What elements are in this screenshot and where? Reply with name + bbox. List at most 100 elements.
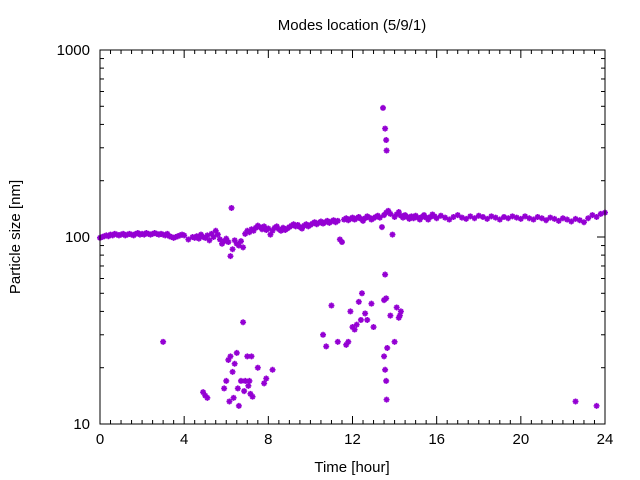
data-point xyxy=(585,215,592,222)
data-point xyxy=(195,235,202,242)
plot-frame xyxy=(99,49,606,425)
data-point xyxy=(454,212,461,219)
data-point xyxy=(252,224,259,231)
data-point xyxy=(225,239,232,246)
data-point xyxy=(355,298,362,305)
data-point xyxy=(471,215,478,222)
data-point xyxy=(214,231,221,238)
y-tick-label: 100 xyxy=(65,229,90,246)
y-tick-label: 1000 xyxy=(57,42,90,59)
data-point xyxy=(364,316,371,323)
data-point xyxy=(383,377,390,384)
data-point xyxy=(338,239,345,246)
data-point xyxy=(246,377,253,384)
data-point xyxy=(425,216,432,223)
data-point xyxy=(437,212,444,219)
data-point xyxy=(101,233,108,240)
data-point xyxy=(231,237,238,244)
data-point xyxy=(391,338,398,345)
data-point xyxy=(254,364,261,371)
data-point xyxy=(479,213,486,220)
data-point xyxy=(99,234,106,240)
data-point xyxy=(358,290,365,297)
data-point xyxy=(427,213,434,220)
data-point xyxy=(202,234,209,241)
data-point xyxy=(204,394,211,401)
data-point xyxy=(247,390,254,397)
data-point xyxy=(347,308,354,315)
data-point xyxy=(397,308,404,315)
data-point xyxy=(240,244,247,251)
data-point xyxy=(380,104,387,111)
data-point xyxy=(564,216,571,223)
data-point xyxy=(267,231,274,238)
data-point xyxy=(334,217,341,224)
data-point xyxy=(242,377,249,384)
x-tick-label: 4 xyxy=(180,431,188,448)
data-point xyxy=(249,393,256,400)
data-point xyxy=(334,338,341,345)
data-point xyxy=(383,147,390,154)
data-point xyxy=(517,215,524,222)
data-point xyxy=(244,353,251,360)
data-point xyxy=(381,353,388,360)
data-point xyxy=(170,234,177,241)
data-point xyxy=(559,215,566,222)
data-point xyxy=(233,349,240,356)
data-point xyxy=(246,229,253,236)
data-point xyxy=(463,215,470,222)
y-axis-label: Particle size [nm] xyxy=(7,180,24,294)
data-point xyxy=(393,211,400,218)
data-point xyxy=(227,253,234,260)
data-point xyxy=(382,366,389,373)
data-point xyxy=(400,214,406,221)
x-tick-label: 12 xyxy=(344,431,361,448)
data-point xyxy=(231,360,238,367)
data-point xyxy=(206,237,213,244)
x-tick-label: 24 xyxy=(597,431,614,448)
data-point xyxy=(488,213,495,220)
data-point xyxy=(261,223,268,230)
data-point xyxy=(526,215,533,222)
data-point xyxy=(410,215,417,222)
data-point xyxy=(496,216,503,223)
data-point xyxy=(216,236,223,243)
data-point xyxy=(237,377,244,384)
data-point xyxy=(229,368,236,375)
data-point xyxy=(349,324,356,331)
data-point xyxy=(433,215,440,222)
data-point xyxy=(221,238,228,245)
data-point xyxy=(385,207,392,214)
data-point xyxy=(509,213,516,220)
x-axis-label: Time [hour] xyxy=(314,459,389,476)
data-point xyxy=(351,326,358,333)
data-point xyxy=(530,216,537,223)
data-point xyxy=(299,225,305,232)
data-point xyxy=(323,343,330,350)
data-point xyxy=(320,331,327,338)
data-point xyxy=(484,215,491,222)
data-point xyxy=(345,338,352,345)
data-point xyxy=(328,302,335,309)
data-point xyxy=(259,226,266,233)
data-point xyxy=(382,271,389,278)
data-point xyxy=(387,312,394,319)
data-point xyxy=(547,214,554,221)
data-point xyxy=(198,231,204,238)
data-point xyxy=(442,214,449,221)
data-point xyxy=(522,213,529,220)
data-point xyxy=(382,125,389,132)
data-point xyxy=(383,396,390,403)
data-point xyxy=(189,234,196,240)
y-tick-label: 10 xyxy=(73,416,90,433)
data-point xyxy=(370,324,377,331)
data-point xyxy=(202,392,209,399)
data-point xyxy=(505,215,512,222)
data-point xyxy=(227,353,234,360)
data-point xyxy=(164,230,171,237)
data-point xyxy=(389,231,396,238)
x-tick-label: 8 xyxy=(264,431,272,448)
data-point xyxy=(235,242,242,249)
data-point xyxy=(185,236,192,243)
data-point xyxy=(280,224,287,231)
